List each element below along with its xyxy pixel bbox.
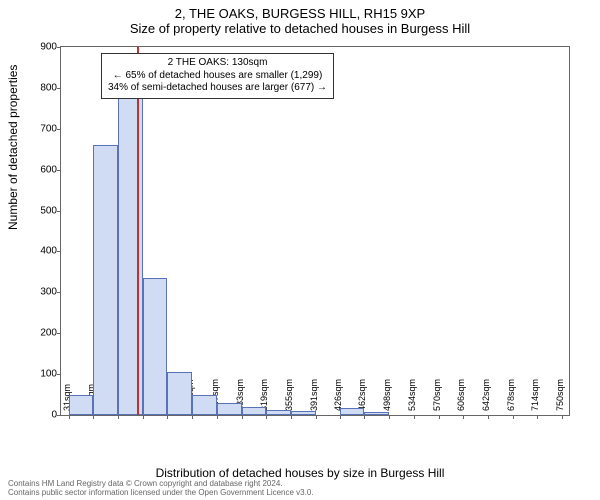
x-tick-mark	[93, 415, 94, 419]
x-tick-mark	[488, 415, 489, 419]
x-tick-mark	[69, 415, 70, 419]
x-axis-label: Distribution of detached houses by size …	[0, 466, 600, 480]
x-tick-mark	[316, 415, 317, 419]
y-tick-mark	[57, 47, 61, 48]
x-tick-label: 498sqm	[382, 379, 392, 415]
property-marker-line	[137, 47, 139, 415]
x-tick-mark	[242, 415, 243, 419]
annotation-box: 2 THE OAKS: 130sqm ← 65% of detached hou…	[101, 53, 334, 99]
histogram-bar	[242, 407, 267, 415]
chart-container: 2, THE OAKS, BURGESS HILL, RH15 9XP Size…	[0, 0, 600, 500]
y-tick-mark	[57, 211, 61, 212]
x-tick-label: 606sqm	[456, 379, 466, 415]
y-tick-mark	[57, 251, 61, 252]
x-tick-label: 714sqm	[530, 379, 540, 415]
histogram-bar	[118, 68, 143, 415]
y-tick-mark	[57, 170, 61, 171]
x-tick-mark	[537, 415, 538, 419]
x-tick-mark	[562, 415, 563, 419]
x-tick-mark	[389, 415, 390, 419]
footer-line2: Contains public sector information licen…	[8, 489, 314, 498]
y-axis-label: Number of detached properties	[6, 65, 20, 230]
annotation-line1: 2 THE OAKS: 130sqm	[108, 57, 327, 70]
x-tick-mark	[118, 415, 119, 419]
x-tick-mark	[340, 415, 341, 419]
y-tick-mark	[57, 374, 61, 375]
histogram-bar	[93, 145, 118, 415]
x-tick-mark	[513, 415, 514, 419]
x-tick-label: 750sqm	[555, 379, 565, 415]
y-tick-mark	[57, 415, 61, 416]
x-tick-mark	[463, 415, 464, 419]
y-tick-mark	[57, 88, 61, 89]
x-tick-mark	[143, 415, 144, 419]
histogram-bar	[192, 395, 217, 415]
x-tick-mark	[439, 415, 440, 419]
histogram-bar	[291, 411, 316, 415]
title-address: 2, THE OAKS, BURGESS HILL, RH15 9XP	[0, 0, 600, 21]
histogram-bar	[266, 410, 291, 415]
title-subtitle: Size of property relative to detached ho…	[0, 21, 600, 36]
x-tick-label: 534sqm	[407, 379, 417, 415]
x-tick-mark	[364, 415, 365, 419]
footer-attribution: Contains HM Land Registry data © Crown c…	[8, 480, 314, 498]
x-tick-label: 570sqm	[432, 379, 442, 415]
annotation-line3: 34% of semi-detached houses are larger (…	[108, 82, 327, 95]
x-tick-mark	[266, 415, 267, 419]
annotation-line2: ← 65% of detached houses are smaller (1,…	[108, 70, 327, 83]
y-tick-mark	[57, 129, 61, 130]
x-tick-mark	[192, 415, 193, 419]
histogram-bar	[364, 412, 389, 415]
x-tick-label: 642sqm	[481, 379, 491, 415]
y-tick-mark	[57, 333, 61, 334]
x-tick-mark	[167, 415, 168, 419]
histogram-bar	[69, 395, 94, 415]
histogram-bar	[340, 408, 365, 415]
x-tick-label: 678sqm	[506, 379, 516, 415]
x-tick-mark	[217, 415, 218, 419]
histogram-bar	[143, 278, 168, 415]
x-tick-label: 391sqm	[309, 379, 319, 415]
plot-area: 010020030040050060070080090031sqm67sqm10…	[60, 46, 570, 416]
histogram-bar	[167, 372, 192, 415]
x-tick-mark	[291, 415, 292, 419]
y-tick-mark	[57, 292, 61, 293]
histogram-bar	[217, 403, 242, 415]
x-tick-mark	[414, 415, 415, 419]
